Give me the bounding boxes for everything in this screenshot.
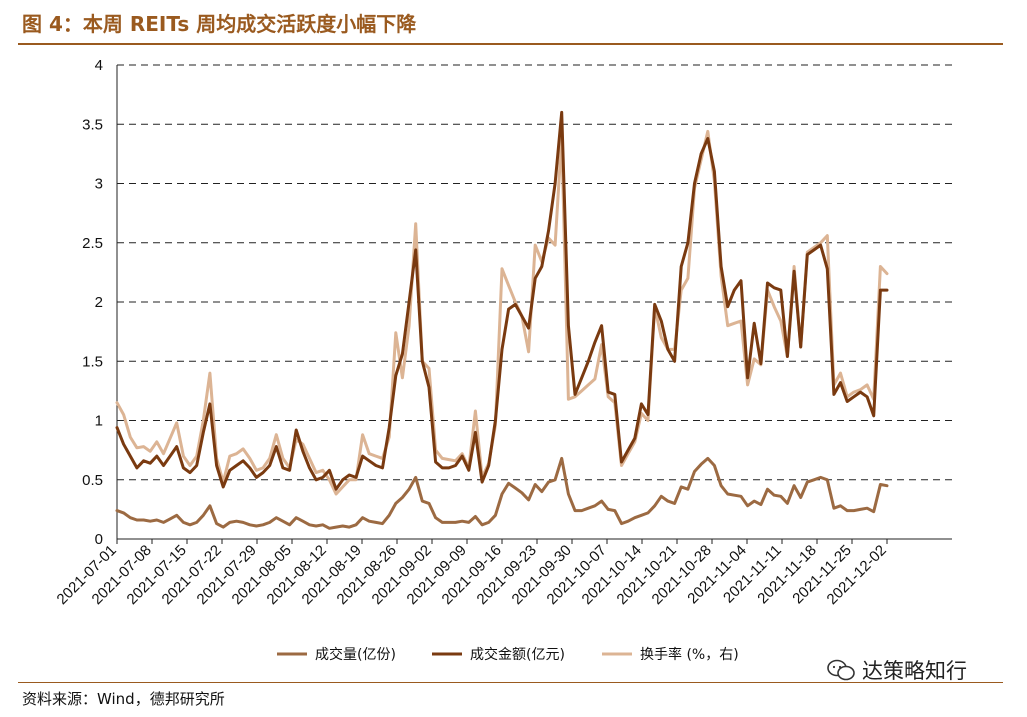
series-lines xyxy=(115,110,889,530)
y-tick-label-2: 1 xyxy=(95,413,103,430)
y-tick-label-6: 3 xyxy=(95,176,103,193)
watermark-text: 达策略知行 xyxy=(862,659,967,683)
y-tick-label-4: 2 xyxy=(95,294,103,311)
legend: 成交量(亿份) 成交金额(亿元) 换手率 (%，右) xyxy=(277,646,739,663)
y-tick-label-1: 0.5 xyxy=(82,472,103,489)
axes xyxy=(116,65,952,540)
source-note: 资料来源：Wind，德邦研究所 xyxy=(22,690,225,708)
y-tick-label-7: 3.5 xyxy=(82,116,103,133)
series-line-2 xyxy=(115,129,889,496)
source-rule xyxy=(18,682,1003,683)
watermark: 达策略知行 xyxy=(826,655,967,685)
title-rule xyxy=(18,43,1003,45)
series-line-0 xyxy=(115,456,889,530)
chat-bubbles-icon xyxy=(827,659,855,681)
y-tick-label-5: 2.5 xyxy=(82,235,103,252)
legend-label-0: 成交量(亿份) xyxy=(315,646,396,663)
y-tick-label-3: 1.5 xyxy=(82,353,103,370)
x-tick-labels: 2021-07-012021-07-082021-07-152021-07-22… xyxy=(54,539,890,608)
series-line-1 xyxy=(115,110,889,491)
figure-title: 图 4：本周 REITs 周均成交活跃度小幅下降 xyxy=(22,12,417,36)
legend-label-2: 换手率 (%，右) xyxy=(640,646,739,663)
legend-label-1: 成交金额(亿元) xyxy=(470,646,565,663)
y-tick-label-0: 0 xyxy=(95,531,103,548)
y-tick-label-8: 4 xyxy=(95,57,103,74)
y-tick-labels: 0 0.5 1 1.5 2 2.5 3 3.5 4 xyxy=(82,57,103,548)
